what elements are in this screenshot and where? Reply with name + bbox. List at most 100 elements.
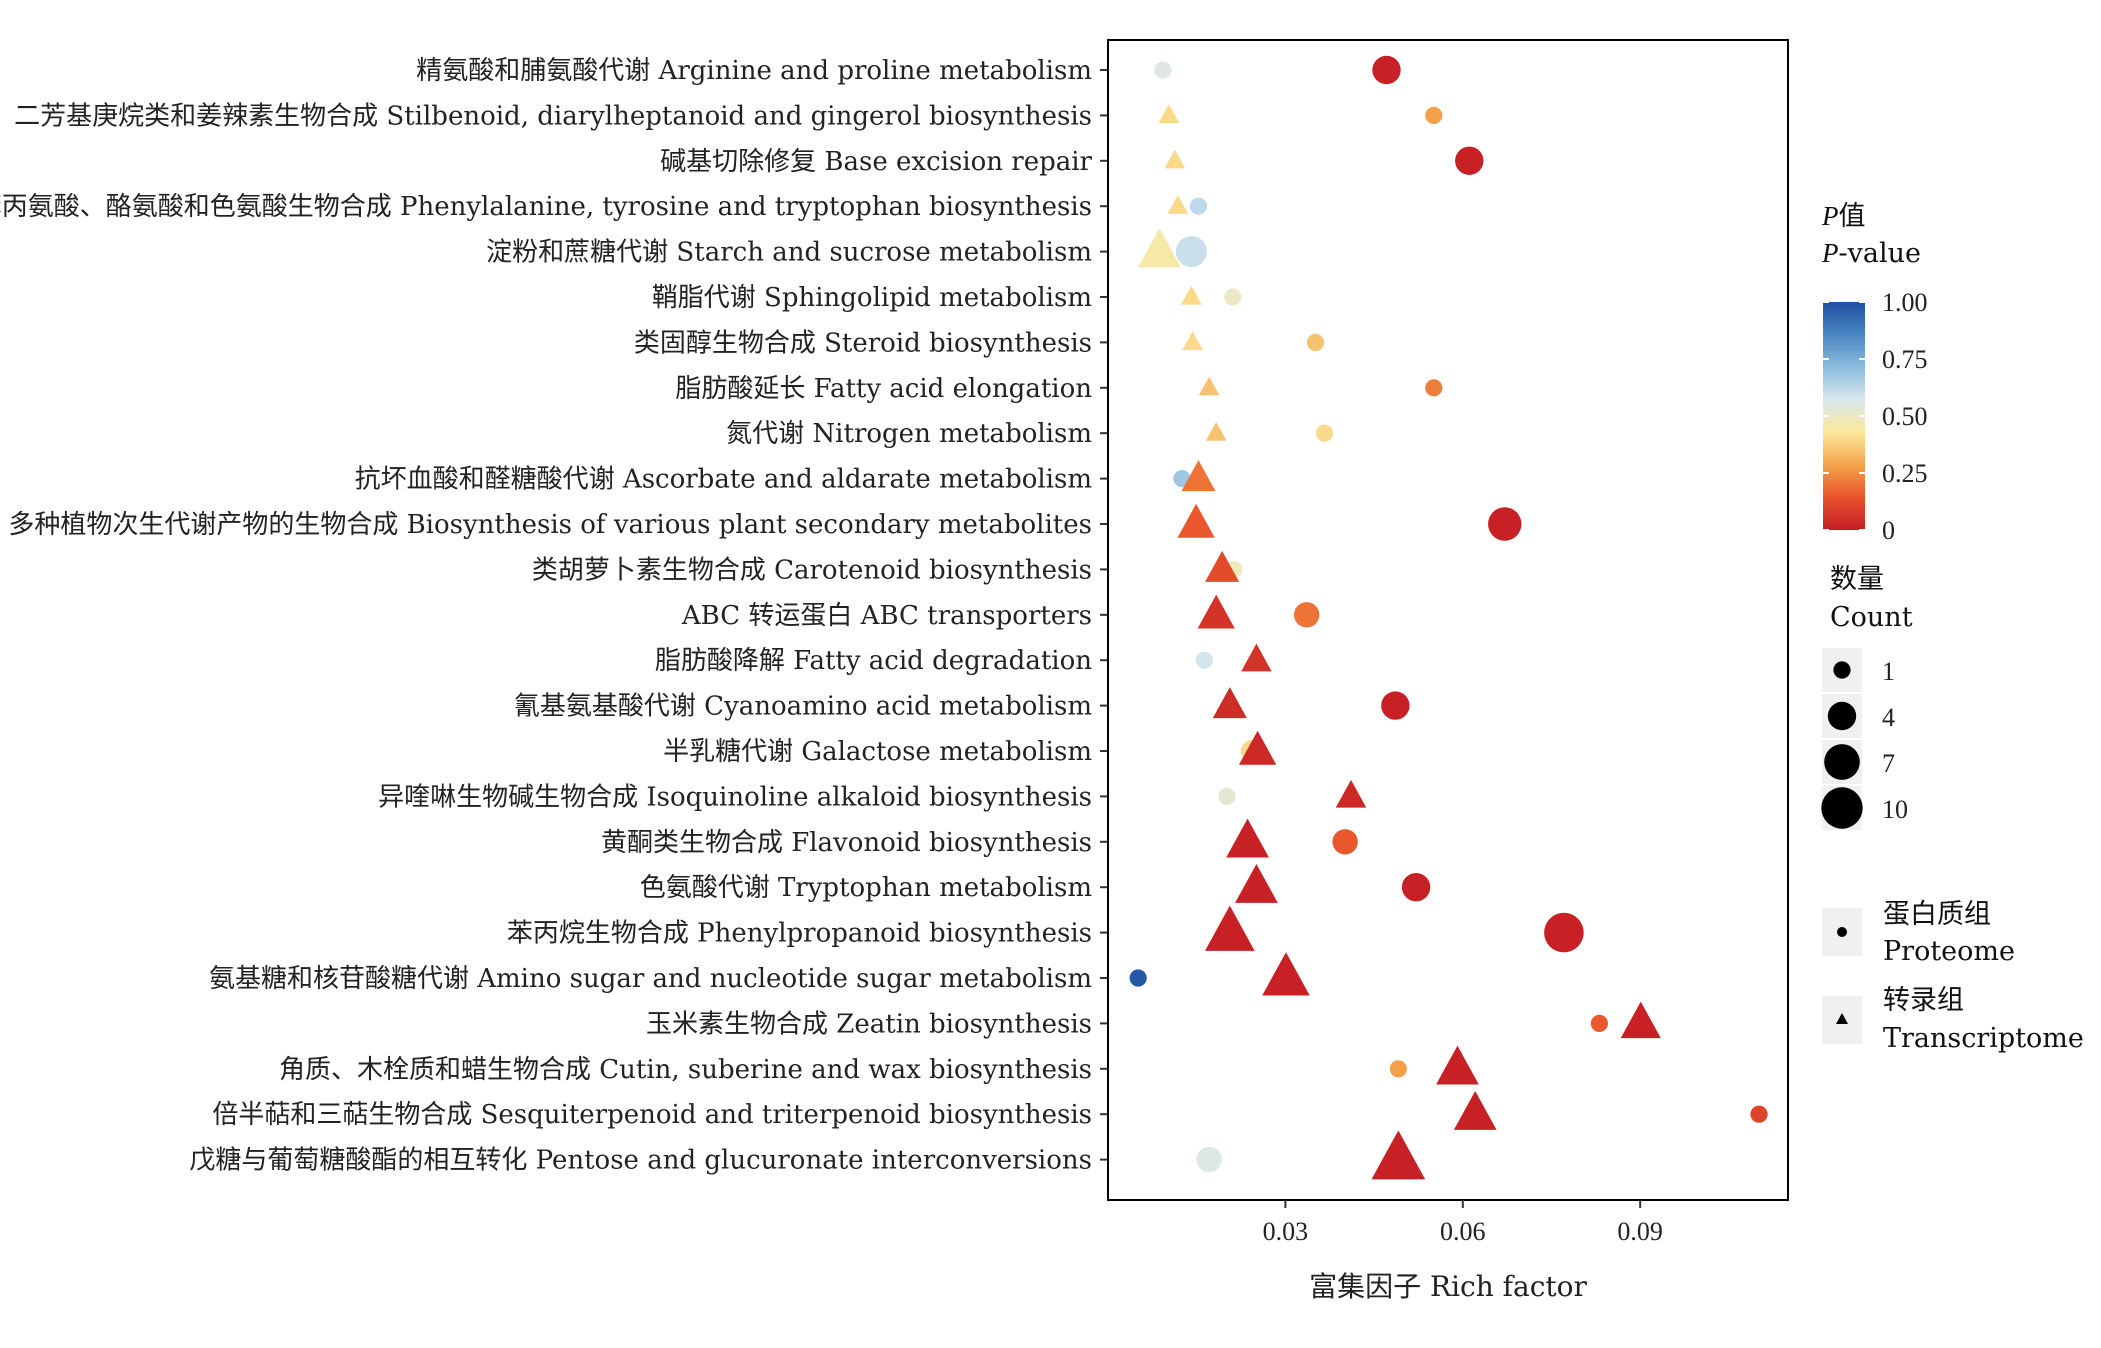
category-label: 碱基切除修复 Base excision repair (660, 147, 1092, 177)
proteome-point (1154, 61, 1172, 79)
colorbar-ticks: 1.00 0.75 0.50 0.25 0 (1823, 288, 1928, 545)
transcriptome-point (1238, 730, 1277, 765)
proteome-point (1425, 379, 1443, 397)
proteome-point (1381, 691, 1410, 720)
category-labels: 精氨酸和脯氨酸代谢 Arginine and proline metabolis… (0, 56, 1093, 1176)
transcriptome-legend-triangle (1836, 1013, 1848, 1024)
category-label: 精氨酸和脯氨酸代谢 Arginine and proline metabolis… (416, 56, 1092, 86)
proteome-point (1544, 912, 1584, 953)
category-label: 脂肪酸延长 Fatty acid elongation (675, 374, 1092, 404)
category-label: 苯丙烷生物合成 Phenylpropanoid biosynthesis (507, 919, 1092, 949)
x-axis-title: 富集因子 Rich factor (1309, 1270, 1587, 1303)
proteome-point (1196, 1146, 1222, 1173)
proteome-legend-circle (1837, 927, 1847, 937)
proteome-point (1195, 651, 1213, 669)
count-legend-circle (1827, 701, 1857, 731)
proteome-point (1129, 969, 1147, 987)
proteome-point (1332, 829, 1358, 855)
category-label: 类胡萝卜素生物合成 Carotenoid biosynthesis (532, 555, 1092, 585)
transcriptome-point (1226, 818, 1269, 858)
category-label: 类固醇生物合成 Steroid biosynthesis (634, 328, 1092, 358)
category-label: ABC 转运蛋白 ABC transporters (681, 601, 1092, 631)
proteome-point (1425, 106, 1443, 124)
y-axis-ticks (1100, 69, 1108, 1161)
proteome-point (1590, 1014, 1608, 1032)
category-label: 苯丙氨酸、酪氨酸和色氨酸生物合成 Phenylalanine, tyrosine… (0, 192, 1092, 222)
transcriptome-point (1181, 460, 1216, 492)
data-points (1129, 55, 1768, 1180)
transcriptome-point (1138, 228, 1181, 268)
colorbar-tick-label: 0.25 (1882, 459, 1928, 488)
category-label: 氨基糖和核苷酸糖代谢 Amino sugar and nucleotide su… (209, 964, 1092, 994)
category-label: 脂肪酸降解 Fatty acid degradation (655, 646, 1092, 676)
count-legend-circle (1821, 787, 1863, 829)
count-legend-label: 4 (1882, 703, 1895, 732)
transcriptome-point (1235, 864, 1278, 903)
count-legend-label: 1 (1882, 657, 1895, 686)
p-value-legend-title-cn: P值 (1821, 201, 1866, 232)
transcriptome-point (1197, 594, 1235, 629)
proteome-point (1315, 424, 1334, 442)
count-legend-keys: 1 4 7 10 (1821, 648, 1908, 830)
transcriptome-point (1198, 376, 1220, 396)
transcriptome-point (1620, 1001, 1661, 1039)
transcriptome-point (1177, 503, 1215, 538)
proteome-point (1372, 55, 1401, 85)
x-tick-label: 0.09 (1617, 1217, 1663, 1246)
proteome-point (1224, 288, 1242, 306)
transcriptome-point (1262, 952, 1310, 996)
category-label: 淀粉和蔗糖代谢 Starch and sucrose metabolism (486, 238, 1092, 268)
proteome-point (1488, 507, 1522, 541)
proteome-point (1750, 1105, 1768, 1123)
p-value-legend-title-en: P-value (1821, 238, 1921, 269)
category-label: 半乳糖代谢 Galactose metabolism (663, 737, 1092, 767)
count-legend-label: 7 (1882, 749, 1895, 778)
proteome-point (1189, 197, 1208, 215)
category-label: 氰基氨基酸代谢 Cyanoamino acid metabolism (514, 692, 1092, 722)
count-legend-label: 10 (1882, 795, 1908, 824)
colorbar-tick-label: 1.00 (1882, 288, 1928, 317)
proteome-point (1401, 873, 1431, 902)
transcriptome-legend-cn: 转录组 (1883, 985, 1964, 1016)
category-label: 戊糖与葡萄糖酸酯的相互转化 Pentose and glucuronate in… (189, 1146, 1092, 1176)
transcriptome-point (1158, 104, 1180, 123)
category-label: 异喹啉生物碱生物合成 Isoquinoline alkaloid biosynt… (378, 782, 1092, 812)
x-tick-label: 0.06 (1440, 1217, 1486, 1246)
transcriptome-point (1181, 285, 1202, 305)
count-legend-title-en: Count (1830, 602, 1913, 633)
proteome-point (1389, 1060, 1407, 1078)
transcriptome-point (1205, 422, 1227, 441)
transcriptome-point (1164, 149, 1186, 169)
plot-panel (1107, 39, 1789, 1201)
proteome-legend-en: Proteome (1883, 936, 2015, 967)
transcriptome-point (1453, 1091, 1497, 1130)
transcriptome-point (1335, 779, 1367, 808)
p-value-colorbar (1823, 302, 1865, 530)
category-label: 鞘脂代谢 Sphingolipid metabolism (652, 283, 1092, 313)
x-tick-label: 0.03 (1263, 1217, 1309, 1246)
category-label: 玉米素生物合成 Zeatin biosynthesis (646, 1009, 1092, 1039)
category-label: 多种植物次生代谢产物的生物合成 Biosynthesis of various … (8, 510, 1092, 540)
count-legend: 数量 Count 1 4 7 10 (1821, 564, 1913, 830)
category-label: 芪类、二芳基庚烷类和姜辣素生物合成 Stilbenoid, diarylhept… (0, 101, 1092, 131)
colorbar-tick-label: 0 (1882, 516, 1895, 545)
proteome-point (1306, 333, 1325, 351)
count-legend-title-cn: 数量 (1830, 564, 1884, 595)
transcriptome-point (1205, 550, 1240, 582)
transcriptome-point (1212, 687, 1247, 719)
count-legend-circle (1824, 744, 1860, 780)
transcriptome-legend-en: Transcriptome (1883, 1023, 2084, 1054)
category-label: 抗坏血酸和醛糖酸代谢 Ascorbate and aldarate metabo… (355, 465, 1092, 495)
proteome-point (1218, 787, 1236, 806)
omics-legend: 蛋白质组 Proteome 转录组 Transcriptome (1822, 899, 2084, 1054)
category-label: 倍半萜和三萜生物合成 Sesquiterpenoid and triterpen… (212, 1100, 1092, 1130)
p-value-legend: P值 P-value 1.00 0.75 0.50 0.25 0 (1821, 201, 1928, 545)
proteome-point (1455, 146, 1484, 175)
transcriptome-point (1436, 1045, 1479, 1085)
category-label: 黄酮类生物合成 Flavonoid biosynthesis (601, 828, 1092, 858)
transcriptome-point (1371, 1130, 1426, 1180)
count-legend-circle (1833, 661, 1851, 679)
proteome-point (1293, 602, 1320, 628)
category-label: 色氨酸代谢 Tryptophan metabolism (640, 873, 1092, 903)
